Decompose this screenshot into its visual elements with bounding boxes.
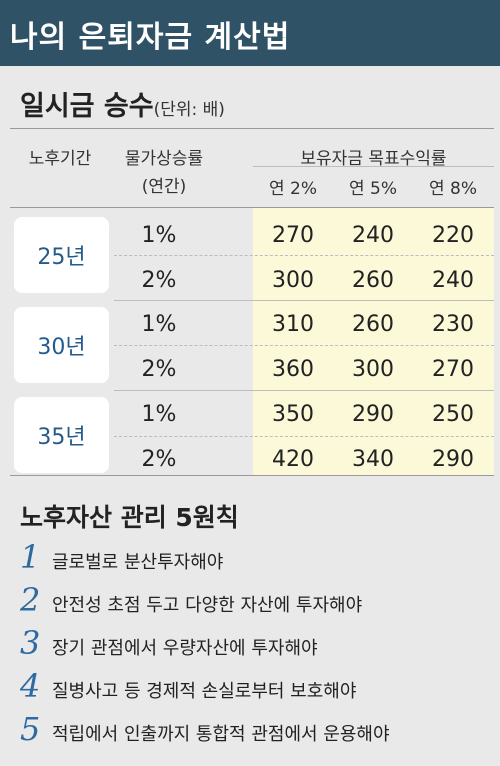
inflation-cell: 2% — [141, 357, 177, 382]
group-divider — [114, 390, 494, 391]
value-cell: 420 — [272, 447, 314, 472]
value-cell: 260 — [352, 312, 394, 337]
value-cell: 310 — [272, 312, 314, 337]
value-cell: 230 — [432, 312, 474, 337]
value-cell: 260 — [352, 268, 394, 293]
page-title: 나의 은퇴자금 계산법 — [10, 20, 291, 55]
list-item: 3 장기 관점에서 우량자산에 투자해야 — [20, 624, 490, 667]
col-header-inflation-sub: (연간) — [141, 177, 187, 197]
col-header-return-2: 연 2% — [268, 179, 317, 199]
value-cell: 300 — [352, 357, 394, 382]
value-cell: 270 — [432, 357, 474, 382]
item-text: 질병사고 등 경제적 손실로부터 보호해야 — [52, 681, 357, 702]
value-cell: 250 — [432, 402, 474, 427]
list-item: 1 글로벌로 분산투자해야 — [20, 538, 490, 581]
value-cell: 290 — [352, 402, 394, 427]
inflation-cell: 1% — [141, 223, 177, 248]
inflation-cell: 2% — [141, 447, 177, 472]
header-bottom-rule — [10, 207, 494, 208]
row-divider — [114, 255, 494, 256]
table-title-text: 일시금 승수 — [20, 91, 154, 122]
item-text: 안전성 초점 두고 다양한 자산에 투자해야 — [52, 595, 363, 616]
item-number: 4 — [20, 667, 41, 705]
item-number: 3 — [20, 624, 41, 662]
value-cell: 240 — [352, 223, 394, 248]
returns-highlight — [253, 207, 494, 476]
principles-title: 노후자산 관리 5원칙 — [20, 503, 239, 532]
value-cell: 300 — [272, 268, 314, 293]
col-header-return-5: 연 5% — [348, 179, 397, 199]
value-cell: 340 — [352, 447, 394, 472]
col-header-period: 노후기간 — [28, 149, 92, 169]
inflation-cell: 2% — [141, 268, 177, 293]
row-divider — [114, 345, 494, 346]
col-header-inflation: 물가상승률 — [124, 149, 204, 169]
item-number: 5 — [20, 710, 41, 748]
value-cell: 220 — [432, 223, 474, 248]
period-cell-35: 35년 — [14, 397, 109, 473]
list-item: 5 적립에서 인출까지 통합적 관점에서 운용해야 — [20, 710, 490, 753]
table-top-rule — [10, 128, 494, 129]
item-text: 적립에서 인출까지 통합적 관점에서 운용해야 — [52, 724, 390, 745]
value-cell: 360 — [272, 357, 314, 382]
inflation-cell: 1% — [141, 402, 177, 427]
item-number: 2 — [20, 581, 41, 619]
item-text: 장기 관점에서 우량자산에 투자해야 — [52, 638, 318, 659]
period-cell-25: 25년 — [14, 217, 109, 293]
row-divider — [114, 436, 494, 437]
item-text: 글로벌로 분산투자해야 — [52, 552, 224, 573]
group-divider — [114, 300, 494, 301]
col-header-returns: 보유자금 목표수익률 — [300, 149, 447, 169]
returns-header-rule — [253, 166, 494, 167]
period-cell-30: 30년 — [14, 307, 109, 383]
list-item: 4 질병사고 등 경제적 손실로부터 보호해야 — [20, 667, 490, 710]
col-header-return-8: 연 8% — [428, 179, 477, 199]
header-banner: 나의 은퇴자금 계산법 — [0, 0, 500, 66]
value-cell: 240 — [432, 268, 474, 293]
list-item: 2 안전성 초점 두고 다양한 자산에 투자해야 — [20, 581, 490, 624]
table-bottom-rule — [10, 475, 494, 476]
value-cell: 270 — [272, 223, 314, 248]
item-number: 1 — [20, 538, 41, 576]
inflation-cell: 1% — [141, 312, 177, 337]
table-title: 일시금 승수(단위: 배) — [20, 84, 225, 123]
principles-list: 1 글로벌로 분산투자해야 2 안전성 초점 두고 다양한 자산에 투자해야 3… — [20, 538, 490, 753]
value-cell: 290 — [432, 447, 474, 472]
multiplier-table: 노후기간 물가상승률 (연간) 보유자금 목표수익률 연 2% 연 5% 연 8… — [10, 126, 494, 476]
table-unit: (단위: 배) — [153, 100, 225, 120]
value-cell: 350 — [272, 402, 314, 427]
